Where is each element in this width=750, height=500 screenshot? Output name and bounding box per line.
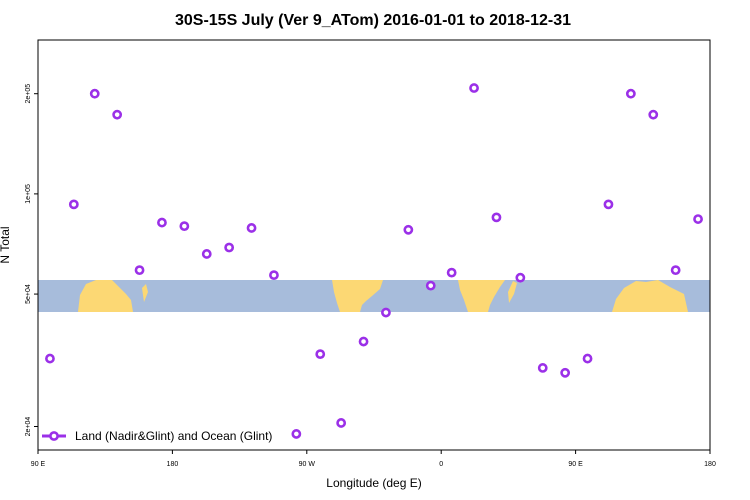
y-axis-label: N Total <box>0 226 12 263</box>
data-point <box>315 349 326 360</box>
chart-title: 30S-15S July (Ver 9_ATom) 2016-01-01 to … <box>175 12 571 29</box>
data-point <box>246 223 257 233</box>
data-point <box>291 429 302 439</box>
data-point <box>469 83 479 93</box>
data-point <box>269 270 279 281</box>
data-point <box>648 109 659 120</box>
land-madagascar-2 <box>508 281 517 303</box>
x-tick-label: 180 <box>704 461 716 468</box>
data-point <box>134 265 145 276</box>
data-point <box>491 212 502 223</box>
land-south-america <box>332 280 383 312</box>
x-tick-label: 90 E <box>31 461 46 468</box>
land-madagascar <box>142 284 148 302</box>
x-tick-label: 180 <box>167 461 179 468</box>
data-point <box>157 217 167 228</box>
data-point <box>336 418 347 428</box>
data-point <box>201 249 212 259</box>
y-tick-label: 5e+04 <box>25 284 32 304</box>
data-points <box>45 83 703 439</box>
land-africa <box>78 280 133 312</box>
plot-frame <box>37 39 711 451</box>
data-point <box>693 214 703 224</box>
x-tick-label: 90 W <box>299 461 316 468</box>
data-point <box>625 88 636 99</box>
data-point <box>425 280 436 291</box>
land-australia <box>612 280 688 312</box>
data-point <box>358 336 369 347</box>
data-point <box>403 224 414 235</box>
data-point <box>112 109 123 120</box>
legend-marker <box>49 431 59 441</box>
data-point <box>381 307 391 318</box>
land-africa-2 <box>458 280 505 312</box>
data-point <box>603 199 614 210</box>
data-point <box>68 199 79 210</box>
y-tick-label: 1e+05 <box>25 184 32 204</box>
data-point <box>515 272 526 283</box>
data-point <box>670 265 681 276</box>
data-point <box>537 363 548 373</box>
data-point <box>582 353 593 364</box>
x-tick-label: 0 <box>439 461 443 468</box>
x-axis-label: Longitude (deg E) <box>326 476 421 490</box>
data-point <box>446 267 457 278</box>
y-axis: 2e+04 5e+04 1e+05 2e+05 <box>25 84 38 437</box>
x-tick-label: 90 E <box>568 461 583 468</box>
y-tick-label: 2e+04 <box>25 417 32 437</box>
data-point <box>89 88 100 99</box>
data-point <box>45 353 55 364</box>
data-point <box>179 221 190 232</box>
legend-label: Land (Nadir&Glint) and Ocean (Glint) <box>75 429 272 443</box>
world-map-strip <box>38 280 710 312</box>
data-point <box>224 242 235 253</box>
data-point <box>560 367 571 378</box>
x-axis: 90 E 180 90 W 0 90 E 180 <box>31 450 716 468</box>
legend: Land (Nadir&Glint) and Ocean (Glint) <box>42 429 272 443</box>
y-tick-label: 2e+05 <box>25 84 32 104</box>
